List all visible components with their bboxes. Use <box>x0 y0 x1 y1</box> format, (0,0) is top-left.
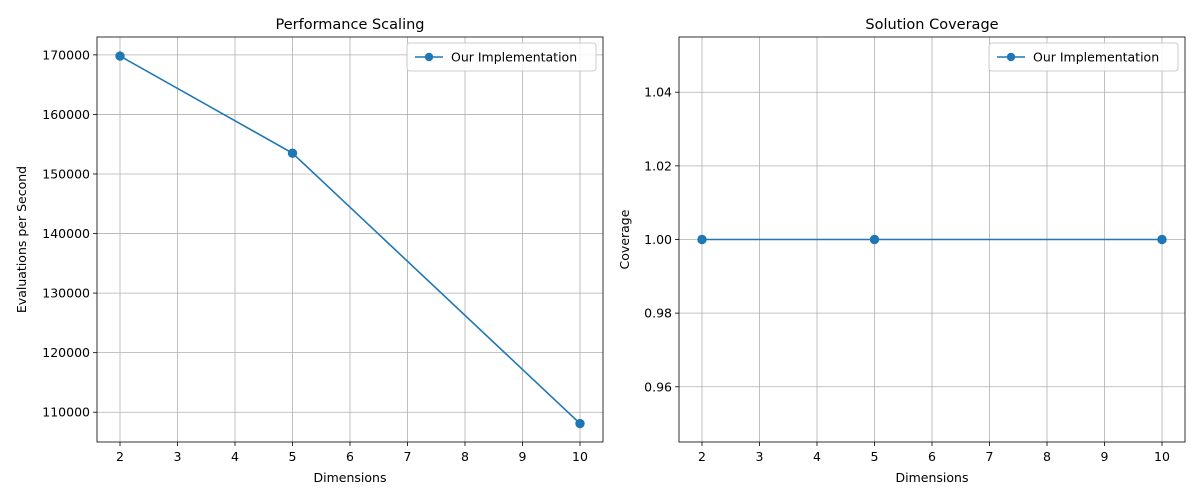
y-tick-label: 0.96 <box>644 379 672 394</box>
x-tick-label: 4 <box>813 449 821 464</box>
x-tick-label: 6 <box>346 449 354 464</box>
legend-label: Our Implementation <box>1033 50 1159 65</box>
x-tick-label: 5 <box>871 449 879 464</box>
chart-panel-2: 2 3 4 5 6 7 8 9 10 0.96 0.98 1.00 1.02 1.04 Solution C… <box>617 17 1186 485</box>
legend-marker <box>1006 52 1016 62</box>
x-tick-label: 7 <box>404 449 412 464</box>
x-tick-label: 8 <box>461 449 469 464</box>
x-tick-label: 6 <box>928 449 936 464</box>
chart-title: Solution Coverage <box>865 17 998 33</box>
legend-box <box>406 42 597 72</box>
legend: Our Implementation <box>988 42 1179 72</box>
data-point <box>575 418 585 429</box>
data-point <box>1157 234 1167 245</box>
x-tick-label: 5 <box>289 449 297 464</box>
x-tick-label: 4 <box>231 449 239 464</box>
y-tick-label: 160000 <box>42 107 90 122</box>
y-axis-label: Coverage <box>617 209 632 269</box>
y-tick-label: 130000 <box>42 286 90 301</box>
x-tick-label: 9 <box>519 449 527 464</box>
y-tick-label: 120000 <box>42 345 90 360</box>
x-tick-label: 9 <box>1101 449 1109 464</box>
legend-box <box>988 42 1179 72</box>
chart-title: Performance Scaling <box>275 17 424 33</box>
legend-marker <box>424 52 434 62</box>
x-tick-label: 7 <box>986 449 994 464</box>
y-tick-label: 1.04 <box>644 85 672 100</box>
x-tick-label: 10 <box>572 449 588 464</box>
y-tick-label: 1.00 <box>644 232 672 247</box>
legend-label: Our Implementation <box>451 50 577 65</box>
x-tick-label: 10 <box>1154 449 1170 464</box>
y-tick-label: 140000 <box>42 226 90 241</box>
x-axis-label: Dimensions <box>314 470 387 485</box>
y-tick-label: 150000 <box>42 166 90 181</box>
x-tick-label: 2 <box>116 449 124 464</box>
x-axis-label: Dimensions <box>896 470 969 485</box>
y-tick-label: 110000 <box>42 405 90 420</box>
chart-panel-1: 2 3 4 5 6 7 8 9 10 110000 120000 130000 140000 150000… <box>14 17 604 485</box>
data-point <box>697 234 707 245</box>
y-tick-label: 0.98 <box>644 306 672 321</box>
x-tick-label: 8 <box>1043 449 1051 464</box>
legend: Our Implementation <box>406 42 597 72</box>
x-tick-label: 3 <box>174 449 182 464</box>
x-tick-label: 3 <box>756 449 764 464</box>
y-tick-label: 170000 <box>42 47 90 62</box>
data-point <box>869 234 880 245</box>
y-tick-label: 1.02 <box>644 158 672 173</box>
y-axis-label: Evaluations per Second <box>14 166 29 313</box>
data-point <box>115 51 125 61</box>
x-tick-label: 2 <box>698 449 706 464</box>
data-point <box>287 148 298 158</box>
